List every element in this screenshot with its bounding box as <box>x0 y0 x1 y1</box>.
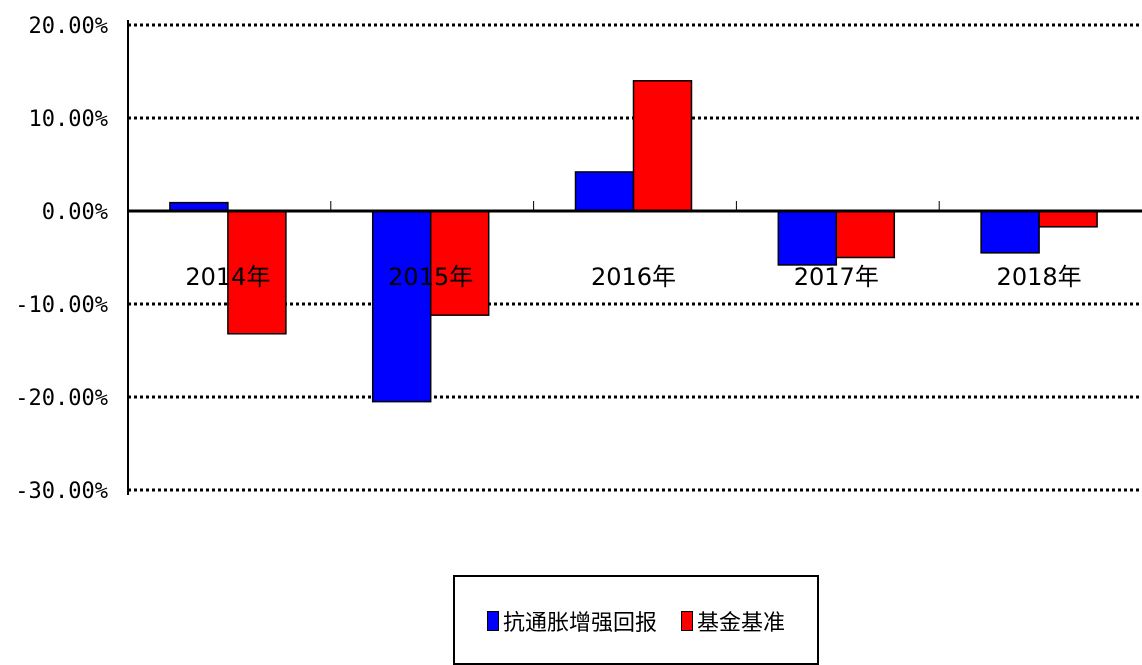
bar-series-0-2018年 <box>980 210 1040 254</box>
bar-series-0-2016年 <box>574 171 635 212</box>
legend-label-series-0: 抗通胀增强回报 <box>502 611 657 636</box>
legend-label-series-1: 基金基准 <box>697 611 786 636</box>
y-tick-label: -10.00% <box>15 293 108 318</box>
y-tick-label: 10.00% <box>29 107 108 132</box>
y-tick-label: 20.00% <box>29 14 108 39</box>
y-tick-label: -20.00% <box>15 386 108 411</box>
legend: 抗通胀增强回报 基金基准 <box>453 575 819 665</box>
y-tick-label: -30.00% <box>15 479 108 504</box>
legend-swatch-series-0 <box>486 611 499 631</box>
x-category-label: 2017年 <box>794 263 879 291</box>
bars <box>169 80 1098 403</box>
bar-series-0-2017年 <box>777 210 838 266</box>
bar-series-1-2016年 <box>632 80 693 212</box>
bar-series-1-2015年 <box>429 210 490 316</box>
bar-series-1-2014年 <box>227 210 287 335</box>
x-category-label: 2015年 <box>388 263 473 291</box>
bar-series-1-2017年 <box>835 210 896 259</box>
legend-item-series-0: 抗通胀增强回报 <box>486 605 657 637</box>
bar-series-0-2015年 <box>371 210 432 403</box>
legend-item-series-1: 基金基准 <box>681 605 785 637</box>
labels: 20.00% 10.00% 0.00% -10.00% -20.00% -30.00% 20… <box>15 14 1081 504</box>
bar-series-1-2018年 <box>1038 210 1098 228</box>
x-category-label: 2014年 <box>185 263 270 291</box>
x-category-label: 2016年 <box>591 263 676 291</box>
legend-swatch-series-1 <box>681 611 693 631</box>
y-tick-label: 0.00% <box>42 200 108 225</box>
x-category-label: 2018年 <box>997 263 1082 291</box>
axes <box>127 20 1142 495</box>
